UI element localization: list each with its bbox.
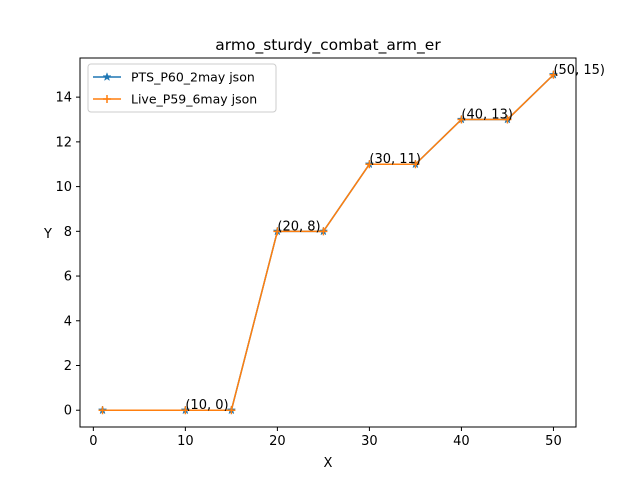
- y-tick-label: 4: [64, 314, 72, 329]
- x-axis-title: X: [324, 456, 333, 471]
- y-tick-label: 10: [55, 180, 72, 195]
- x-tick-label: 50: [545, 434, 562, 449]
- series-2-point: [319, 227, 328, 236]
- y-tick-label: 12: [55, 135, 72, 150]
- data-annotation: (20, 8): [277, 219, 320, 234]
- x-tick-label: 20: [269, 434, 286, 449]
- y-tick-label: 8: [64, 225, 72, 240]
- data-annotation: (50, 15): [553, 63, 605, 78]
- series-2-point: [503, 115, 512, 124]
- x-tick-label: 0: [89, 434, 97, 449]
- legend-box: [87, 63, 277, 113]
- legend-label-2: Live_P59_6may json: [131, 92, 257, 107]
- y-axis-title: Y: [43, 227, 52, 242]
- axes-frame: [79, 57, 577, 428]
- y-tick-label: 6: [64, 270, 72, 285]
- y-tick-label: 0: [64, 404, 72, 419]
- y-tick-label: 2: [64, 359, 72, 374]
- plot-area: (10, 0) (20, 8) (30, 11) (40, 13) (50, 15): [97, 63, 605, 415]
- series-2-point: [181, 406, 190, 415]
- series-2-point: [549, 70, 558, 79]
- x-tick-label: 10: [177, 434, 194, 449]
- series-2-point: [273, 227, 282, 236]
- series-2-point: [457, 115, 466, 124]
- legend: PTS_P60_2may json Live_P59_6may json: [87, 63, 277, 113]
- data-annotation: (30, 11): [369, 152, 421, 167]
- series-2-point: [365, 160, 374, 169]
- data-annotation: (40, 13): [461, 108, 512, 123]
- x-tick-label: 30: [361, 434, 378, 449]
- legend-label-1: PTS_P60_2may json: [131, 70, 255, 85]
- series-2-point: [411, 160, 420, 169]
- series-2-point: [227, 406, 236, 415]
- series-line-2: [102, 74, 554, 411]
- series-2-point: [98, 406, 107, 415]
- y-tick-label: 14: [55, 91, 72, 106]
- legend-marker-2: [103, 95, 111, 103]
- x-tick-label: 40: [453, 434, 470, 449]
- data-annotation: (10, 0): [185, 398, 228, 413]
- legend-marker-1: [102, 72, 112, 82]
- chart-title: armo_sturdy_combat_arm_er: [215, 36, 441, 55]
